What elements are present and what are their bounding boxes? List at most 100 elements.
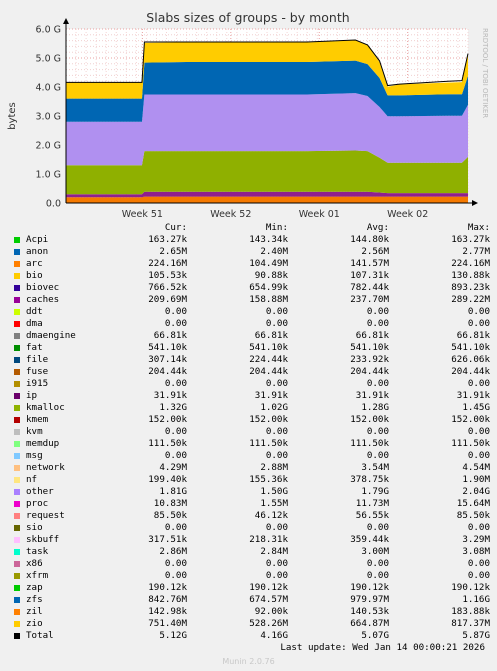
legend-name: bio: [26, 270, 43, 281]
legend-swatch: [14, 489, 20, 495]
legend-row: zap 190.12k 190.12k 190.12k 190.12k: [14, 582, 490, 594]
legend-avg-value: 190.12k: [350, 582, 389, 593]
legend-name: zfs: [26, 594, 43, 605]
legend-max-value: 111.50k: [451, 438, 490, 449]
legend-cur-value: 842.76M: [148, 594, 187, 605]
legend-avg-value: 1.28G: [361, 402, 389, 413]
legend-cur-value: 751.40M: [148, 618, 187, 629]
legend-row: nf 199.40k 155.36k 378.75k 1.90M: [14, 474, 490, 486]
legend-cur-value: 142.98k: [148, 606, 187, 617]
legend-max-value: 0.00: [467, 450, 490, 461]
legend-name: Acpi: [26, 234, 49, 245]
legend-max-value: 190.12k: [451, 582, 490, 593]
legend-max-value: 0.00: [467, 318, 490, 329]
legend-max-value: 0.00: [467, 570, 490, 581]
legend-min-value: 0.00: [265, 318, 288, 329]
legend-avg-value: 5.07G: [361, 630, 389, 641]
legend-row: network 4.29M 2.88M 3.54M 4.54M: [14, 462, 490, 474]
legend-name: xfrm: [26, 570, 49, 581]
legend-name: fuse: [26, 366, 49, 377]
area-zio: [66, 40, 468, 99]
legend-avg-value: 664.87M: [350, 618, 389, 629]
legend-max-value: 626.06k: [451, 354, 490, 365]
legend-max-value: 1.90M: [462, 474, 490, 485]
legend-avg-value: 56.55k: [355, 510, 389, 521]
legend-swatch: [14, 285, 20, 291]
legend-max-value: 541.10k: [451, 342, 490, 353]
legend-avg-value: 0.00: [366, 570, 389, 581]
legend-cur-value: 307.14k: [148, 354, 187, 365]
legend-swatch: [14, 621, 20, 627]
legend-avg-value: 0.00: [366, 450, 389, 461]
legend-avg-value: 11.73M: [355, 498, 389, 509]
header-avg: Avg:: [366, 222, 389, 233]
y-tick-label: 1.0 G: [36, 170, 62, 181]
legend-max-value: 3.08M: [462, 546, 490, 557]
legend-cur-value: 152.00k: [148, 414, 187, 425]
legend-swatch: [14, 573, 20, 579]
legend-name: task: [26, 546, 49, 557]
legend-row: file 307.14k 224.44k 233.92k 626.06k: [14, 354, 490, 366]
legend-row: bio 105.53k 90.88k 107.31k 130.88k: [14, 270, 490, 282]
legend-name: kvm: [26, 426, 43, 437]
legend-min-value: 2.40M: [260, 246, 288, 257]
legend-swatch: [14, 309, 20, 315]
legend-min-value: 2.88M: [260, 462, 288, 473]
y-tick-label: 0.0: [46, 199, 61, 210]
legend-cur-value: 0.00: [164, 378, 187, 389]
legend-max-value: 85.50k: [456, 510, 490, 521]
legend-cur-value: 0.00: [164, 570, 187, 581]
y-tick-label: 4.0 G: [36, 83, 62, 94]
legend-swatch: [14, 525, 20, 531]
legend-cur-value: 0.00: [164, 306, 187, 317]
legend-swatch: [14, 453, 20, 459]
legend-row: dmaengine 66.81k 66.81k 66.81k 66.81k: [14, 330, 490, 342]
header-min: Min:: [265, 222, 288, 233]
chart: 0.0 1.0 G 2.0 G 3.0 G 4.0 G 5.0 G 6.0 G Week 5…: [0, 0, 497, 222]
legend-rows: Acpi 163.27k 143.34k 144.80k 163.27k anon 2.65…: [14, 234, 490, 642]
legend-max-value: 0.00: [467, 378, 490, 389]
legend-name: file: [26, 354, 49, 365]
legend-swatch: [14, 321, 20, 327]
legend-swatch: [14, 585, 20, 591]
legend-swatch: [14, 249, 20, 255]
legend-swatch: [14, 333, 20, 339]
legend-min-value: 0.00: [265, 426, 288, 437]
x-tick-label: Week 01: [299, 209, 340, 220]
legend-min-value: 224.44k: [249, 354, 288, 365]
y-axis-label: bytes: [7, 102, 18, 130]
legend-row: Acpi 163.27k 143.34k 144.80k 163.27k: [14, 234, 490, 246]
legend-min-value: 2.84M: [260, 546, 288, 557]
legend-max-value: 31.91k: [456, 390, 490, 401]
legend-row: xfrm 0.00 0.00 0.00 0.00: [14, 570, 490, 582]
legend-avg-value: 107.31k: [350, 270, 389, 281]
y-tick-label: 2.0 G: [36, 141, 62, 152]
legend-cur-value: 0.00: [164, 318, 187, 329]
legend-min-value: 66.81k: [254, 330, 288, 341]
legend-avg-value: 359.44k: [350, 534, 389, 545]
legend-swatch: [14, 261, 20, 267]
legend-row: kmalloc 1.32G 1.02G 1.28G 1.45G: [14, 402, 490, 414]
legend-cur-value: 2.65M: [159, 246, 187, 257]
legend-cur-value: 2.86M: [159, 546, 187, 557]
legend-cur-value: 111.50k: [148, 438, 187, 449]
legend-avg-value: 2.56M: [361, 246, 389, 257]
legend-name: dmaengine: [26, 330, 76, 341]
legend-name: arc: [26, 258, 43, 269]
legend-cur-value: 105.53k: [148, 270, 187, 281]
x-tick-label: Week 02: [387, 209, 428, 220]
legend-name: anon: [26, 246, 49, 257]
legend-max-value: 5.87G: [462, 630, 490, 641]
legend-cur-value: 766.52k: [148, 282, 187, 293]
legend-cur-value: 317.51k: [148, 534, 187, 545]
legend-min-value: 155.36k: [249, 474, 288, 485]
legend-min-value: 674.57M: [249, 594, 288, 605]
legend-cur-value: 541.10k: [148, 342, 187, 353]
legend-min-value: 0.00: [265, 306, 288, 317]
legend-min-value: 104.49M: [249, 258, 288, 269]
legend-min-value: 1.02G: [260, 402, 288, 413]
legend-max-value: 2.04G: [462, 486, 490, 497]
legend-swatch: [14, 381, 20, 387]
legend-swatch: [14, 549, 20, 555]
legend-max-value: 163.27k: [451, 234, 490, 245]
